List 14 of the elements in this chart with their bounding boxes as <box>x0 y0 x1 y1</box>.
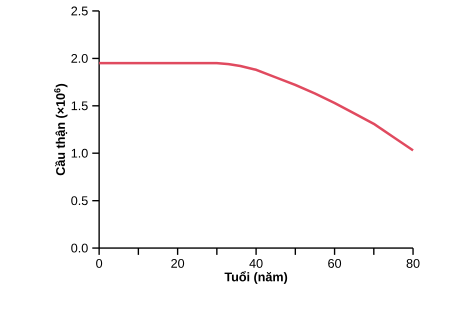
y-tick-label: 1.0 <box>72 148 88 158</box>
y-tick-label: 0.0 <box>71 244 88 252</box>
x-tick-label: 60 <box>328 258 342 268</box>
x-tick-label: 0 <box>96 258 102 268</box>
y-axis-title: Cầu thận (×10$^{6}$) <box>54 84 68 176</box>
y-tick-label: 2.5 <box>71 6 88 16</box>
x-axis-title: Tuổi (năm) <box>224 271 288 284</box>
x-tick-label: 40 <box>249 258 263 268</box>
line-series <box>98 62 414 152</box>
y-tick-label: 1.5 <box>72 101 88 110</box>
y-tick-label: 2.0 <box>71 54 88 63</box>
y-tick-label: 0.5 <box>71 196 88 206</box>
x-tick-label: 80 <box>406 258 420 268</box>
x-tick-label: 20 <box>171 258 184 268</box>
